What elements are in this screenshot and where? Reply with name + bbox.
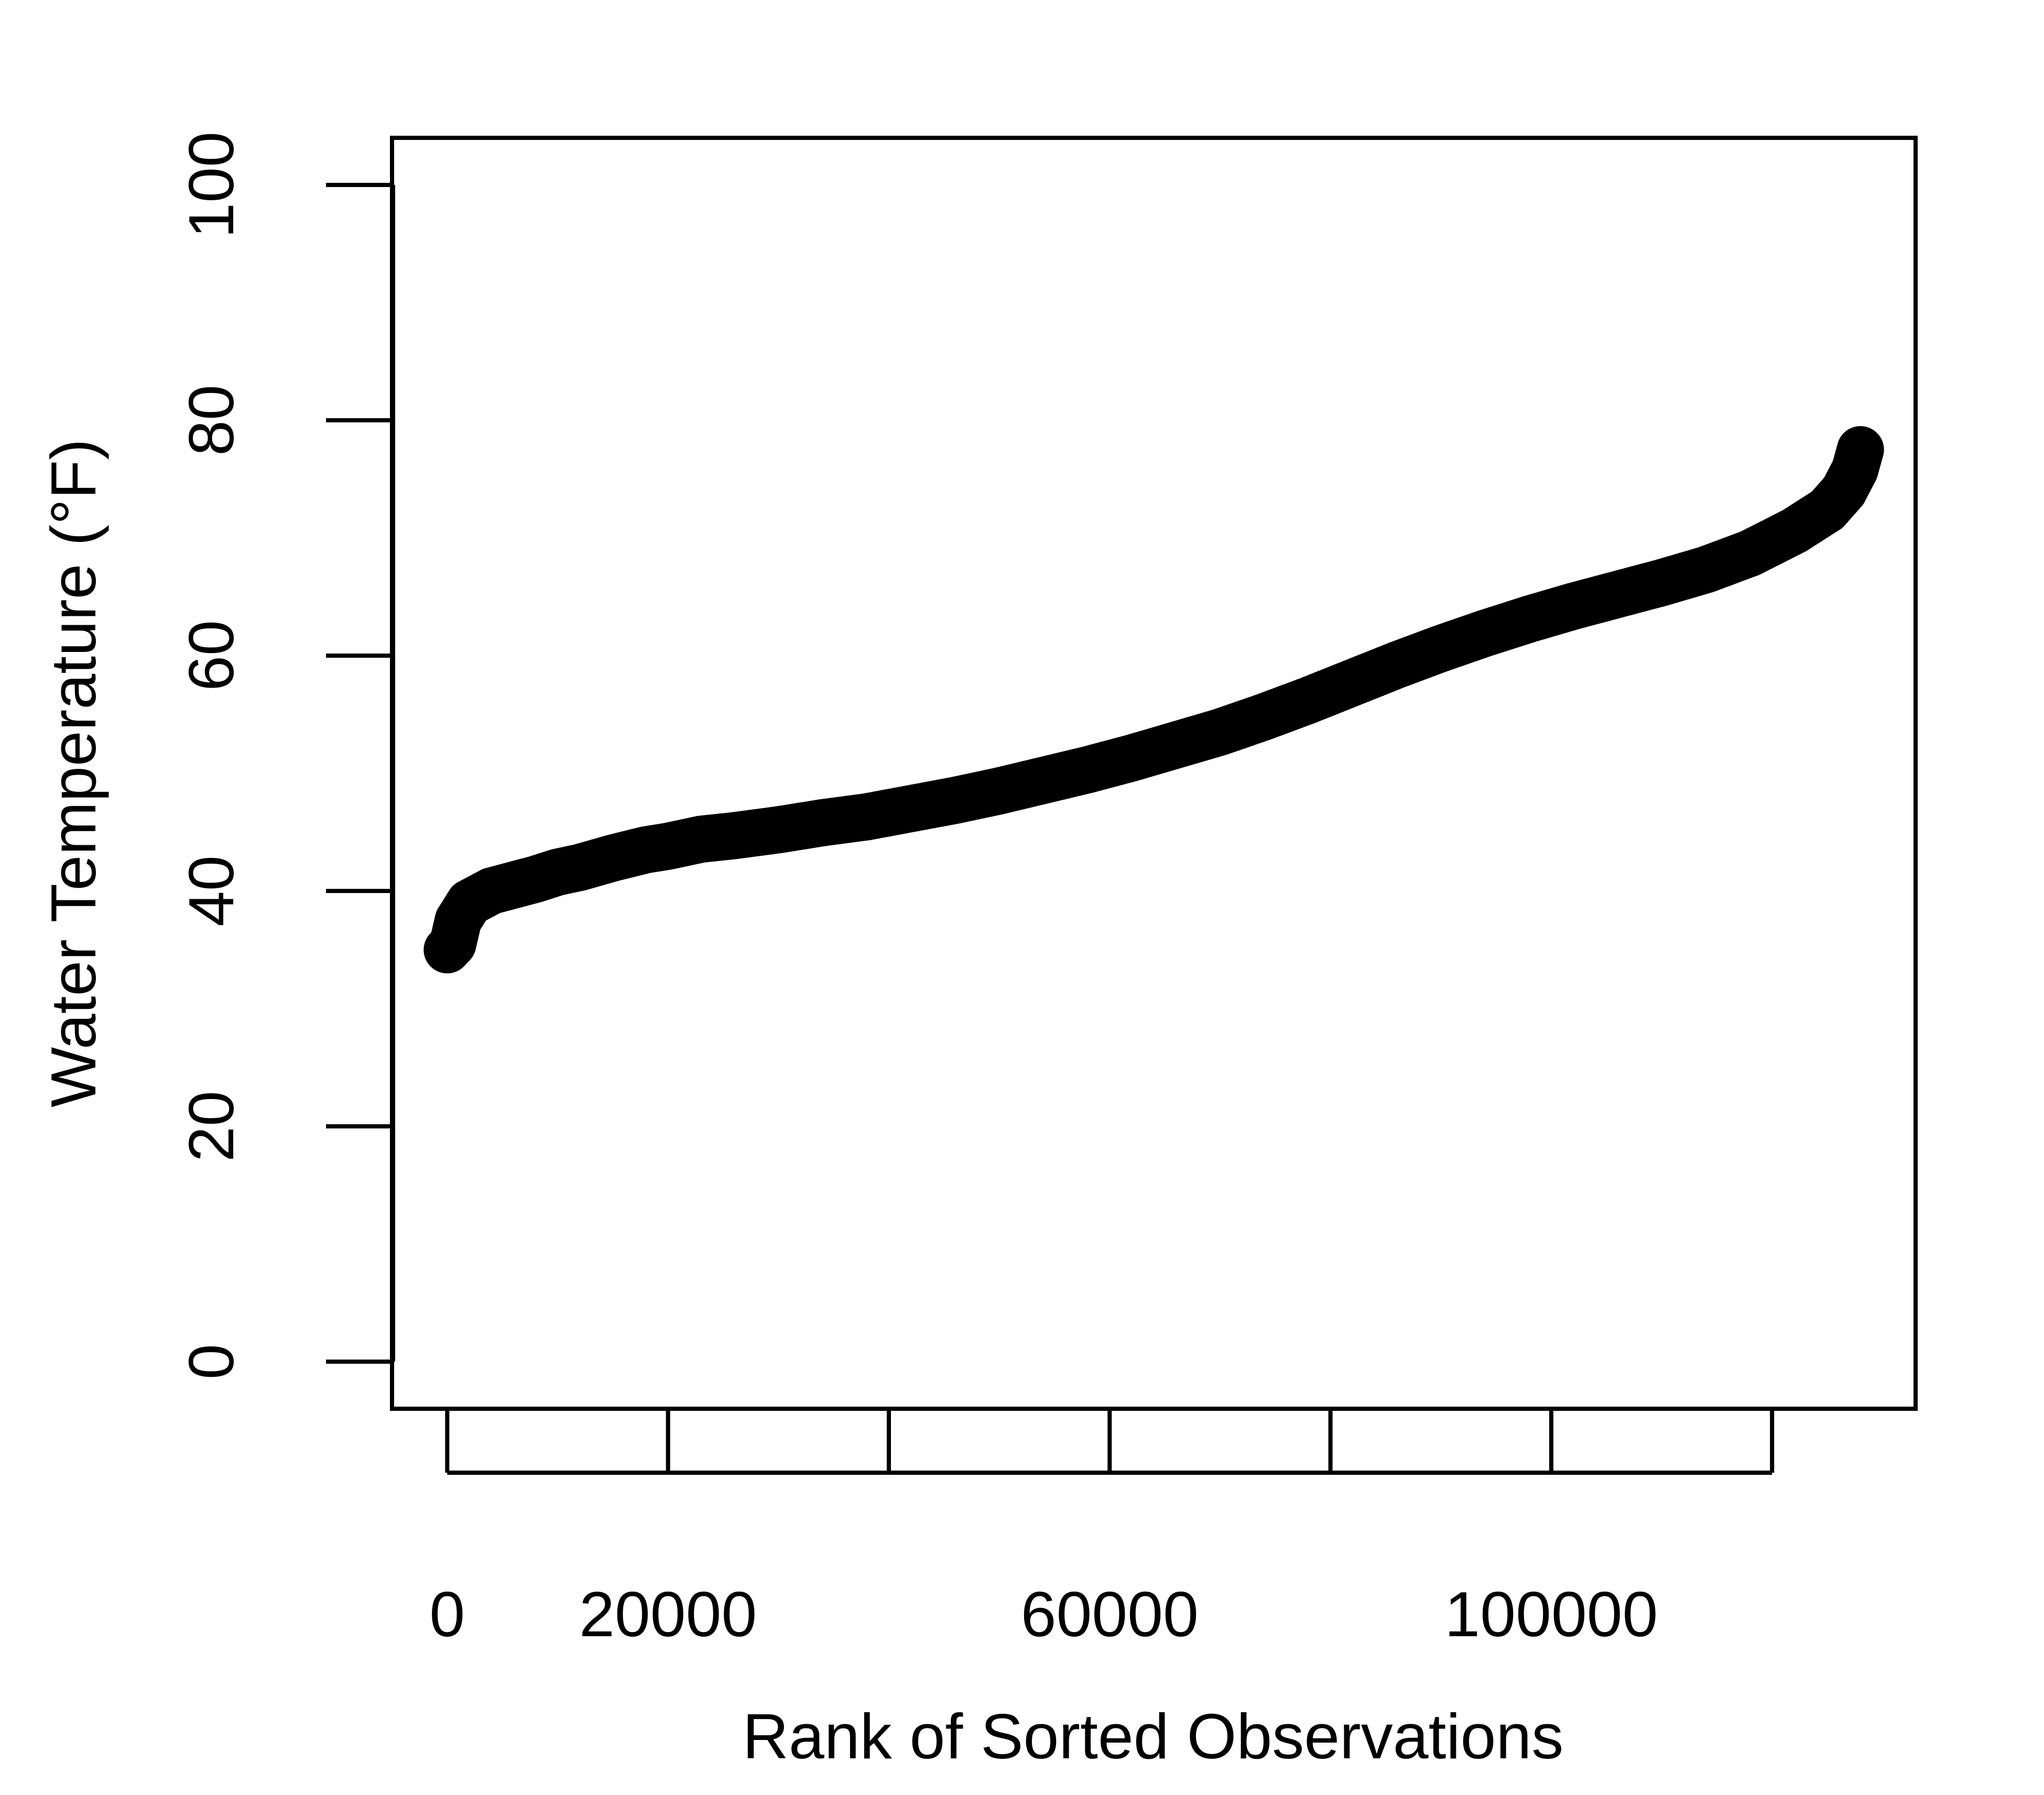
y-tick-label: 40 [176,855,247,927]
x-tick-label: 20000 [579,1579,757,1650]
y-axis: 0 20 40 60 80 100 [176,132,395,1379]
x-tick-label: 60000 [1021,1579,1199,1650]
x-tick-label: 100000 [1444,1579,1658,1650]
data-points [423,426,1884,974]
x-axis-label: Rank of Sorted Observations [743,1701,1563,1772]
y-tick-label: 20 [176,1091,247,1162]
data-point [1836,426,1884,474]
y-tick-label: 0 [176,1344,247,1379]
x-tick-label: 0 [429,1579,465,1650]
y-tick-label: 100 [176,132,247,238]
y-tick-label: 60 [176,620,247,691]
y-axis-label: Water Temperature (°F) [38,439,109,1107]
x-axis: 0 20000 60000 100000 [429,1410,1775,1650]
y-tick-label: 80 [176,385,247,456]
